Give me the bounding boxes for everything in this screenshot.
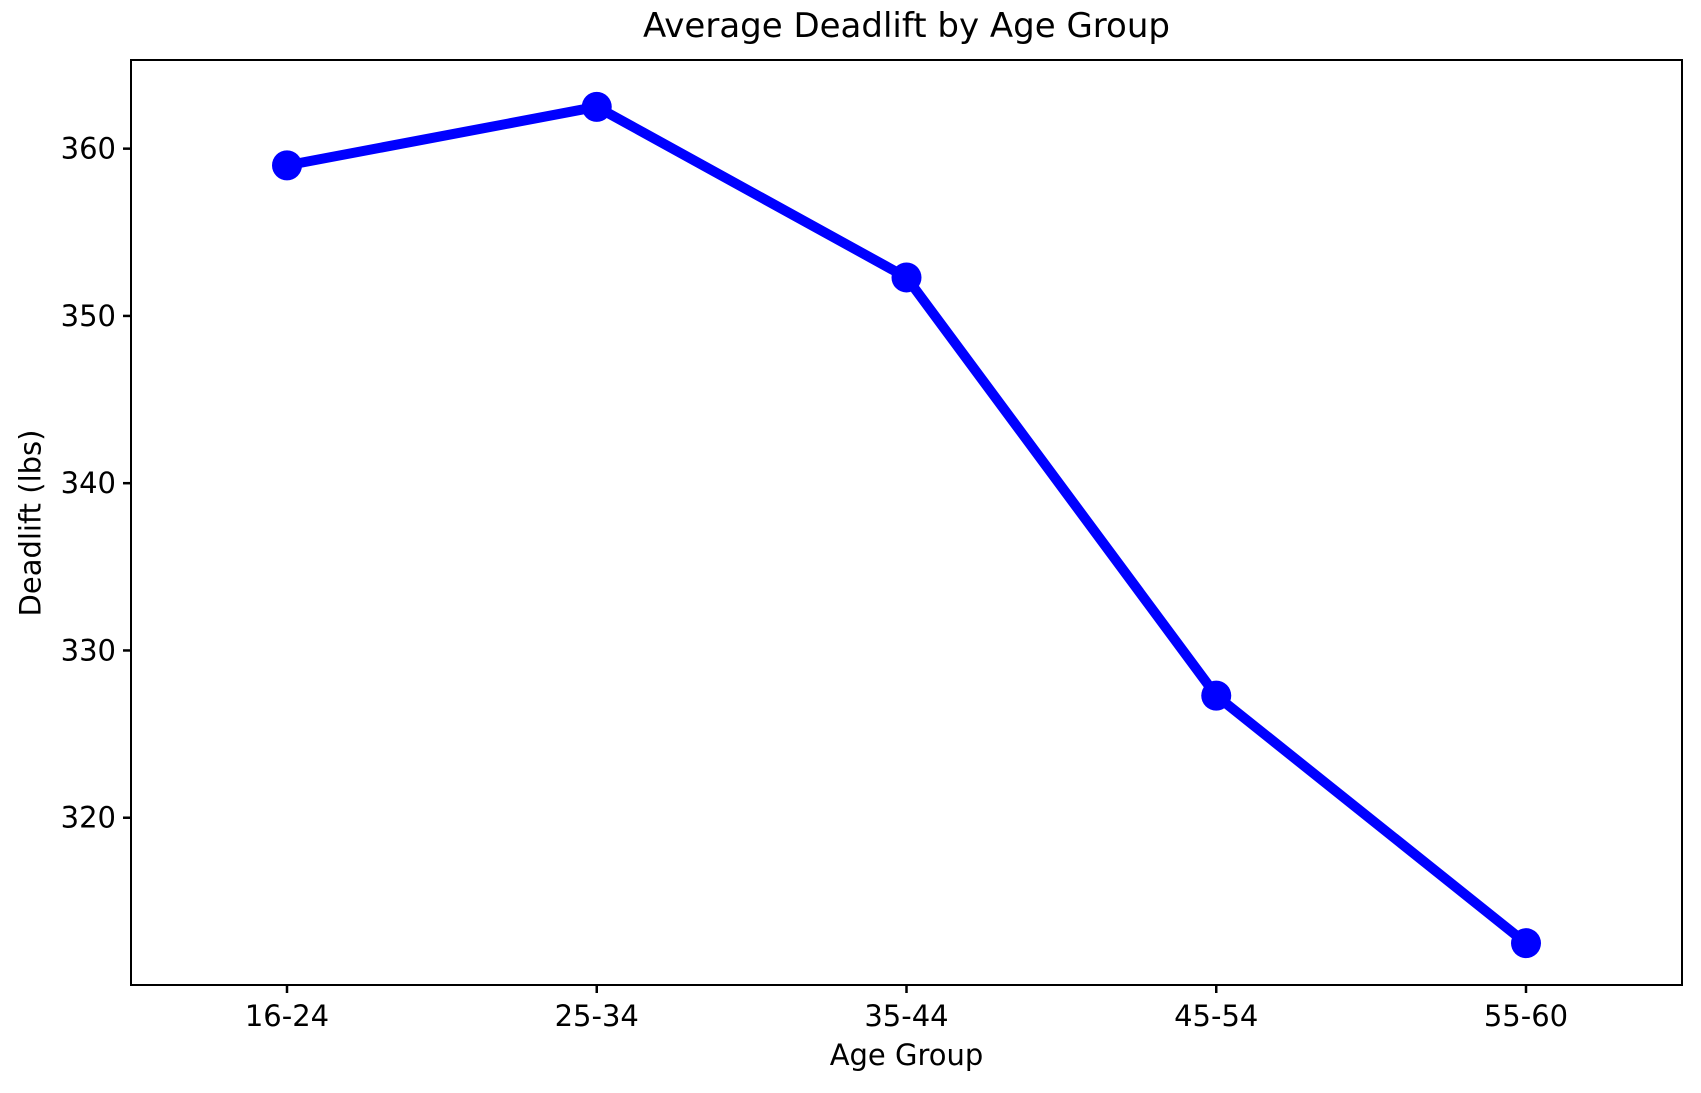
data-point bbox=[1201, 680, 1232, 711]
y-tick-label: 350 bbox=[61, 299, 116, 333]
data-point bbox=[581, 91, 612, 122]
y-axis-label: Deadlift (lbs) bbox=[13, 429, 48, 617]
data-point bbox=[1511, 928, 1541, 959]
y-tick-label: 320 bbox=[61, 801, 116, 835]
x-tick-label: 25-34 bbox=[555, 999, 639, 1033]
chart-title: Average Deadlift by Age Group bbox=[643, 6, 1170, 46]
y-tick-label: 330 bbox=[61, 633, 116, 667]
data-point bbox=[272, 150, 302, 181]
x-tick-label: 45-54 bbox=[1174, 999, 1258, 1033]
x-tick-label: 55-60 bbox=[1484, 999, 1568, 1033]
y-tick-label: 340 bbox=[61, 466, 116, 500]
y-tick-label: 360 bbox=[61, 132, 116, 166]
x-tick-label: 35-44 bbox=[864, 999, 948, 1033]
x-tick-label: 16-24 bbox=[245, 999, 329, 1033]
data-point bbox=[891, 262, 922, 293]
x-axis-label: Age Group bbox=[829, 1038, 984, 1072]
